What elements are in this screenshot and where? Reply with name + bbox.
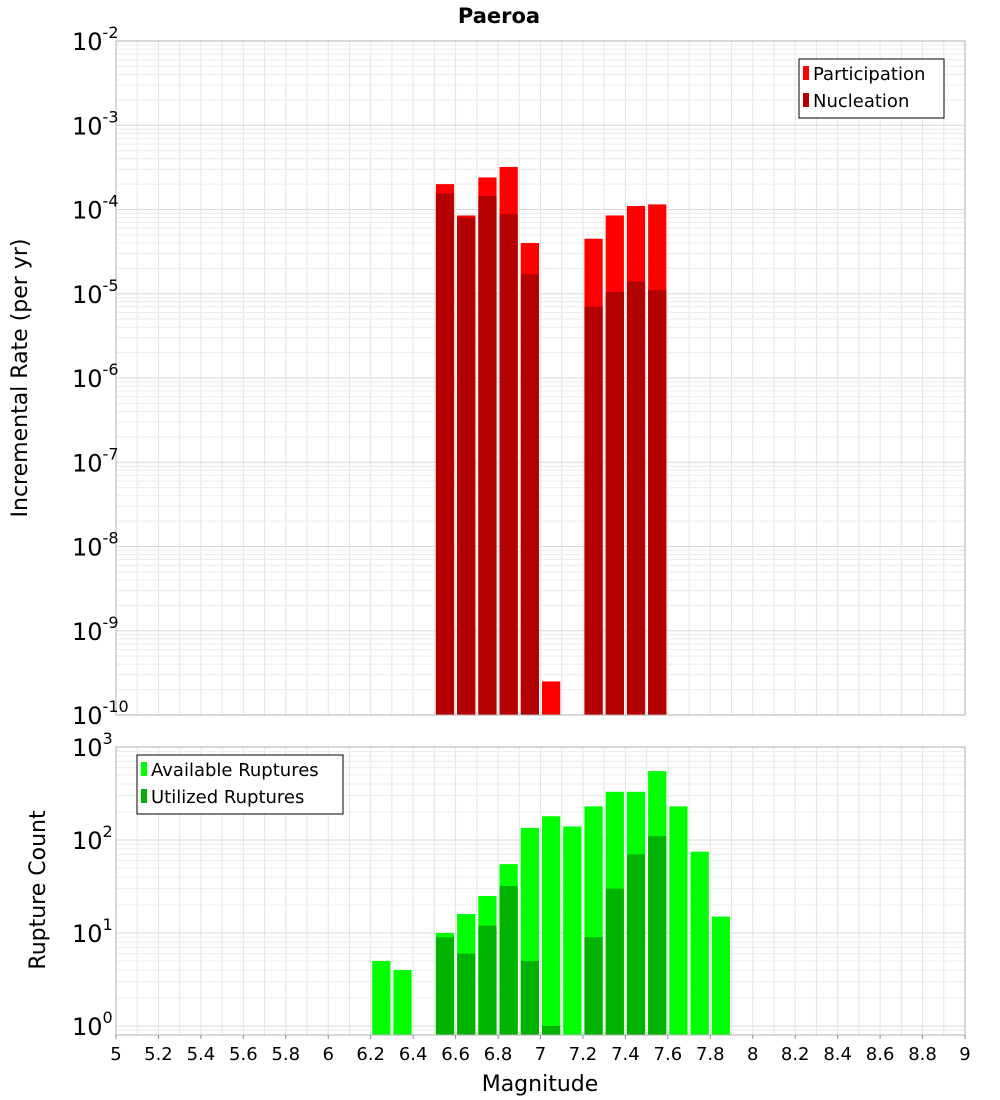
count-bar-primary xyxy=(542,816,561,1035)
y-tick-label: 101 xyxy=(72,915,113,948)
x-tick-label: 5 xyxy=(110,1044,121,1065)
y-tick-label: 100 xyxy=(72,1008,113,1041)
rate-bar-secondary xyxy=(499,214,518,715)
legend-box xyxy=(798,58,945,119)
legend-swatch xyxy=(141,789,147,803)
y-tick-label: 10-4 xyxy=(72,192,119,225)
x-axis-label: Magnitude xyxy=(482,1072,599,1097)
y-tick-label: 10-10 xyxy=(72,697,129,730)
count-bar-secondary xyxy=(648,836,667,1035)
legend-swatch xyxy=(803,66,809,80)
x-tick-label: 5.6 xyxy=(229,1044,258,1065)
y-tick-label: 10-5 xyxy=(72,276,119,309)
count-bar-primary xyxy=(711,916,731,1035)
legend: Available Ruptures Utilized Ruptures xyxy=(136,754,344,815)
plot-frame xyxy=(115,40,966,716)
x-tick-label: 8.2 xyxy=(781,1044,810,1065)
count-bar-secondary xyxy=(605,888,624,1035)
x-tick-label: 6.2 xyxy=(356,1044,385,1065)
legend-label: Utilized Ruptures xyxy=(151,787,304,808)
y-tick-label: 10-9 xyxy=(72,613,119,646)
rate-plot: 10-10 10-9 10-8 10-7 10-6 10-5 10-4 10-3 10-2 Par… xyxy=(72,23,966,730)
legend: Participation Nucleation xyxy=(798,58,945,119)
x-tick-label: 7.8 xyxy=(696,1044,725,1065)
y-tick-label: 103 xyxy=(72,729,113,762)
count-bar-secondary xyxy=(499,886,518,1035)
legend-swatch xyxy=(141,762,147,776)
rate-bar-secondary xyxy=(626,281,646,715)
x-tick-label: 5.2 xyxy=(144,1044,173,1065)
legend-swatch xyxy=(803,93,809,107)
x-tick-label: 9 xyxy=(959,1044,970,1065)
rate-bar-secondary xyxy=(435,193,455,716)
x-tick-label: 7.2 xyxy=(569,1044,598,1065)
count-bar-secondary xyxy=(478,925,497,1035)
legend-box xyxy=(136,754,344,815)
rate-bar-secondary xyxy=(648,290,667,715)
x-tick-label: 5.8 xyxy=(271,1044,300,1065)
count-bar-secondary xyxy=(520,960,539,1035)
legend-label: Nucleation xyxy=(813,91,909,112)
legend-label: Available Ruptures xyxy=(151,760,319,781)
x-tick-label: 8 xyxy=(747,1044,758,1065)
count-bar-secondary xyxy=(584,937,603,1035)
chart-title: Paeroa xyxy=(458,4,540,28)
count-plot: 100 101 102 103 5 5.2 5.4 5.6 5.8 6 6.2 6.4 6.6 6.8 7 7… xyxy=(72,729,971,1065)
rate-y-axis-label: Incremental Rate (per yr) xyxy=(8,239,33,518)
y-tick-label: 10-8 xyxy=(72,529,119,562)
rate-bar-secondary xyxy=(584,306,603,715)
x-tick-label: 6 xyxy=(323,1044,334,1065)
count-bar-primary xyxy=(690,851,709,1035)
y-tick-label: 10-3 xyxy=(72,107,119,140)
count-bar-primary xyxy=(563,826,582,1035)
count-bar-secondary xyxy=(542,1025,561,1035)
count-bar-secondary xyxy=(457,953,476,1035)
count-bar-secondary xyxy=(626,854,646,1035)
x-tick-label: 8.8 xyxy=(908,1044,937,1065)
legend-label: Participation xyxy=(813,64,925,85)
x-tick-label: 6.4 xyxy=(399,1044,428,1065)
x-tick-label: 7 xyxy=(535,1044,546,1065)
y-tick-label: 102 xyxy=(72,822,113,855)
rate-bar-primary xyxy=(542,681,561,715)
count-bar-primary xyxy=(393,969,412,1035)
y-tick-label: 10-7 xyxy=(72,444,119,477)
x-tick-label: 6.8 xyxy=(484,1044,513,1065)
count-bar-primary xyxy=(669,806,688,1035)
x-tick-label: 7.6 xyxy=(654,1044,683,1065)
x-tick-label: 8.4 xyxy=(823,1044,852,1065)
x-tick-label: 8.6 xyxy=(866,1044,895,1065)
x-tick-label: 5.4 xyxy=(187,1044,216,1065)
y-tick-label: 10-2 xyxy=(72,23,119,56)
count-bar-primary xyxy=(372,960,391,1035)
rate-bar-secondary xyxy=(520,274,539,715)
x-tick-label: 6.6 xyxy=(441,1044,470,1065)
x-tick-label: 7.4 xyxy=(611,1044,640,1065)
count-bar-secondary xyxy=(435,937,455,1035)
rate-bar-secondary xyxy=(478,195,497,716)
rate-bar-secondary xyxy=(605,291,624,715)
y-tick-label: 10-6 xyxy=(72,360,119,393)
rate-bar-secondary xyxy=(457,217,476,715)
count-y-axis-label: Rupture Count xyxy=(26,810,51,970)
